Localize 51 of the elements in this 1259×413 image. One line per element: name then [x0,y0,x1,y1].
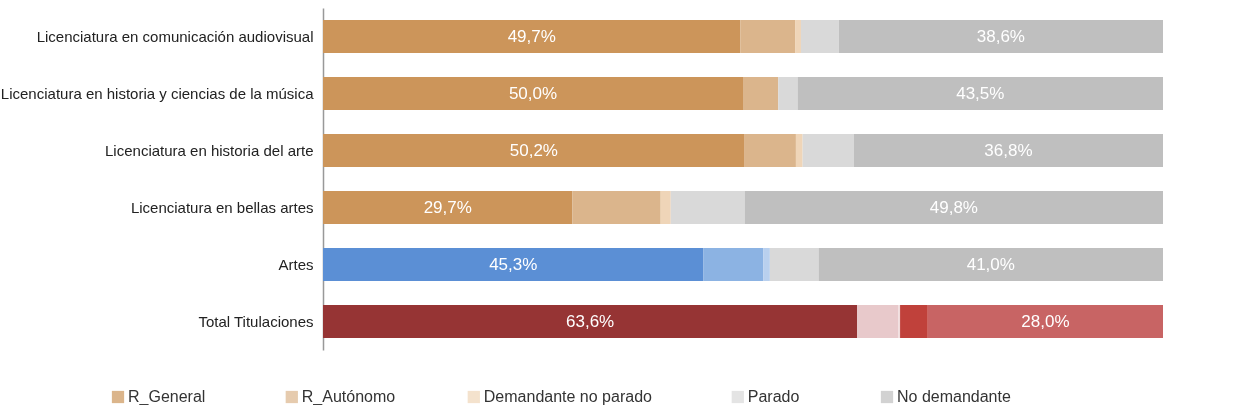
data-label: 50,2% [509,140,558,160]
bar [744,190,1163,225]
data-label: 45,3% [489,254,538,274]
bar [763,247,770,282]
bar [838,19,1163,54]
legend-label: Parado [747,388,800,405]
bar [323,190,573,225]
data-label: 43,5% [956,83,1005,103]
legend-label: No demandante [897,388,1011,405]
bar [795,19,801,54]
bar [703,247,764,282]
bar [323,304,858,339]
y-tick-label: Licenciatura en historia y ciencias de la música [0,84,315,102]
bar [927,304,1163,339]
bar [743,76,779,111]
bar [323,19,741,54]
data-label: 38,6% [976,26,1025,46]
data-label: 50,0% [508,83,558,103]
bar [800,19,839,54]
data-label: 41,0% [966,254,1015,274]
data-label: 28,0% [1021,311,1070,331]
data-label: 63,6% [566,311,615,331]
bar [900,304,928,339]
data-label: 29,7% [423,197,472,217]
bar [323,133,745,168]
y-tick-label: Licenciatura en bellas artes [130,198,314,216]
bar [778,76,798,111]
bar [769,247,819,282]
bar [323,76,743,111]
bar [323,247,704,282]
bar [670,190,745,225]
bar [572,190,661,225]
data-label: 49,7% [507,26,556,46]
data-label: 49,8% [929,197,978,217]
bar [740,19,796,54]
legend-label: R_Autónomo [301,388,396,406]
y-tick-label: Licenciatura en comunicación audiovisual [36,27,314,45]
legend-label: R_General [128,388,206,406]
bar [744,133,796,168]
y-tick-label: Licenciatura en historia del arte [105,141,314,159]
bar [802,133,854,168]
bar [660,190,671,225]
bar [857,304,899,339]
data-label: 36,8% [984,140,1033,160]
y-tick-label: Artes [278,255,314,273]
bar [795,133,803,168]
bar [853,133,1163,168]
y-tick-label: Total Titulaciones [198,312,314,330]
bar [797,76,1163,111]
legend-label: Demandante no parado [483,388,653,405]
bar [818,247,1163,282]
